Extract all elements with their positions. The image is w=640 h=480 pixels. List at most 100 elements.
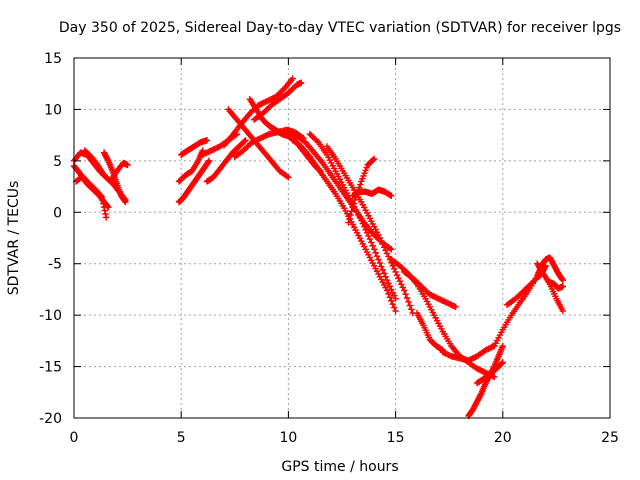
y-tick-label: 5 <box>53 154 62 170</box>
x-axis-label: GPS time / hours <box>281 459 398 475</box>
x-tick-label: 15 <box>387 430 405 446</box>
data-point <box>121 197 128 205</box>
data-point <box>100 200 107 207</box>
data-point <box>351 196 359 204</box>
data-point <box>477 391 484 398</box>
y-tick-label: 15 <box>44 51 62 67</box>
data-point <box>102 214 110 221</box>
series-trace-q <box>323 143 416 317</box>
y-tick-labels: 15 10 5 0 -5 -10 -15 -20 <box>39 51 62 427</box>
data-point <box>365 232 372 240</box>
series-trace-h <box>178 137 211 158</box>
series-trace-y <box>473 359 506 387</box>
data-point <box>357 181 364 188</box>
data-point <box>398 281 405 288</box>
data-point <box>317 167 324 175</box>
data-point <box>390 265 398 273</box>
data-point <box>348 208 355 215</box>
data-point <box>380 270 388 277</box>
data-point <box>349 204 356 211</box>
series-trace-d <box>72 173 110 221</box>
x-tick-label: 10 <box>279 430 297 446</box>
data-point <box>370 155 378 162</box>
y-tick-label: -15 <box>39 360 62 376</box>
data-point <box>104 203 111 210</box>
data-point <box>313 137 321 145</box>
data-point <box>383 287 391 294</box>
x-tick-labels: 0 5 10 15 20 25 <box>70 430 619 446</box>
data-point <box>358 217 365 224</box>
series-trace-v <box>413 309 446 354</box>
data-point <box>383 276 391 284</box>
data-point <box>362 226 369 233</box>
data-point <box>376 234 384 242</box>
data-point <box>390 304 398 311</box>
y-tick-label: -20 <box>39 411 62 427</box>
data-point <box>388 192 395 200</box>
data-point <box>359 220 366 227</box>
data-point <box>203 137 211 144</box>
data-point <box>386 294 394 301</box>
data-point <box>289 75 296 82</box>
data-point <box>382 273 389 280</box>
data-point <box>395 274 402 282</box>
data-point <box>393 271 401 279</box>
x-tick-label: 5 <box>177 430 186 446</box>
data-point <box>285 174 292 181</box>
data-point <box>366 235 374 243</box>
data-point <box>452 303 459 311</box>
data-point <box>408 306 415 313</box>
plot-frame <box>73 57 611 419</box>
data-point <box>379 240 386 248</box>
data-point <box>205 157 213 165</box>
series-trace-p <box>306 130 399 302</box>
data-point <box>382 247 389 254</box>
data-point <box>498 360 505 367</box>
data-point <box>558 275 566 283</box>
data-point <box>97 192 104 199</box>
data-point <box>559 283 567 290</box>
data-point <box>369 242 376 250</box>
data-point <box>403 294 411 302</box>
data-point <box>124 161 131 169</box>
data-point <box>389 300 396 308</box>
axis-ticks <box>73 57 611 419</box>
data-point <box>399 284 406 291</box>
data-point <box>363 229 371 237</box>
data-point <box>392 295 399 302</box>
data-point <box>373 252 381 260</box>
data-point <box>402 291 409 298</box>
data-point <box>279 87 286 94</box>
data-point <box>380 244 388 251</box>
series-trace-o <box>289 137 399 315</box>
series-trace-x <box>465 342 506 420</box>
data-point <box>298 79 305 86</box>
x-tick-label: 25 <box>601 430 619 446</box>
series-trace-e <box>100 149 129 206</box>
data-point <box>392 268 399 276</box>
data-point <box>350 200 357 207</box>
data-point <box>405 298 412 305</box>
data-point <box>385 290 392 298</box>
data-point <box>385 280 392 287</box>
x-tick-label: 20 <box>494 430 512 446</box>
data-point <box>541 263 549 271</box>
data-point <box>98 193 106 201</box>
series-trace-i <box>203 137 249 185</box>
series-trace-c <box>81 147 131 185</box>
series-trace-ae <box>199 130 241 158</box>
grid-lines <box>74 58 610 418</box>
y-tick-label: -10 <box>39 308 62 324</box>
series-trace-s <box>349 186 395 200</box>
data-point <box>122 198 129 206</box>
data-point <box>241 138 248 145</box>
data-point <box>375 256 382 263</box>
data-point <box>392 307 399 315</box>
data-point <box>100 203 108 211</box>
data-point <box>369 156 377 164</box>
data-point <box>499 342 506 350</box>
data-point <box>386 283 394 290</box>
data-point <box>390 292 398 299</box>
x-tick-label: 0 <box>70 430 79 446</box>
